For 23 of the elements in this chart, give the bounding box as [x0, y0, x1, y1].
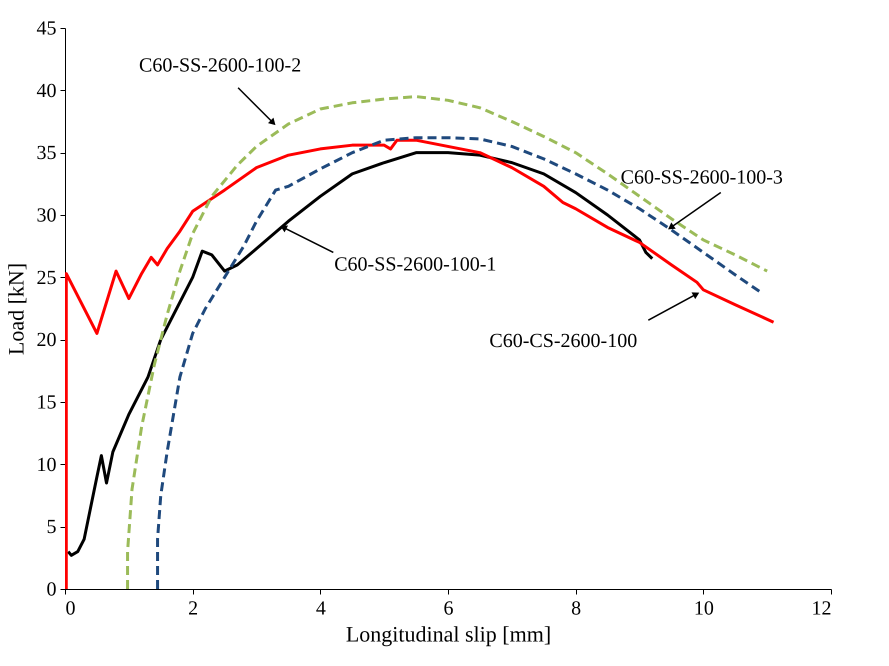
- x-axis-title: Longitudinal slip [mm]: [346, 622, 552, 646]
- x-tick-label: 6: [444, 598, 454, 620]
- y-tick-label: 25: [36, 266, 56, 289]
- y-tick-label: 30: [36, 204, 56, 226]
- y-tick-label: 0: [46, 578, 56, 600]
- y-tick-label: 35: [36, 142, 56, 164]
- x-tick-label: 12: [812, 598, 832, 620]
- y-tick-label: 45: [36, 18, 56, 40]
- x-tick-label: 8: [571, 598, 582, 620]
- x-tick-label: 4: [316, 598, 326, 620]
- y-tick-label: 15: [36, 392, 56, 414]
- annotation: C60-CS-2600-100: [489, 330, 638, 352]
- annotation: C60-SS-2600-100-3: [620, 166, 783, 188]
- y-tick-label: 5: [46, 516, 56, 538]
- annotation: C60-SS-2600-100-1: [334, 253, 496, 276]
- y-tick-label: 20: [36, 329, 56, 352]
- x-tick-label: 0: [66, 598, 76, 620]
- annotation: C60-SS-2600-100-2: [138, 54, 302, 77]
- y-tick-label: 40: [36, 80, 56, 102]
- x-tick-label: 2: [188, 598, 198, 620]
- y-axis-title: Load [kN]: [4, 262, 28, 356]
- y-tick-label: 10: [36, 454, 56, 476]
- x-tick-label: 10: [694, 598, 714, 620]
